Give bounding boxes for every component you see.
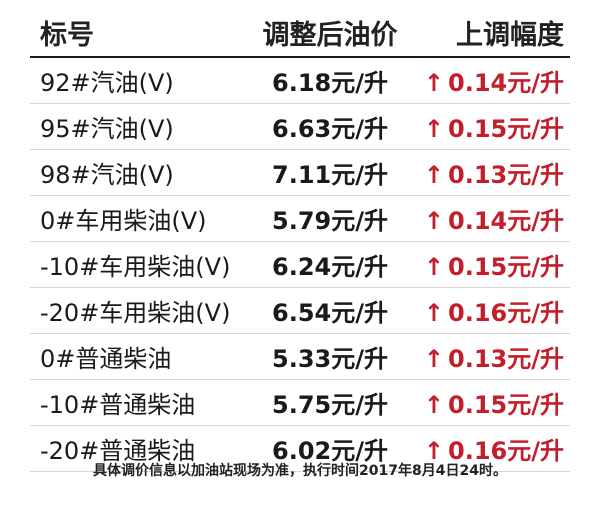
price-increase: ↑ 0.14元/升 xyxy=(420,63,570,98)
price-increase: ↑ 0.14元/升 xyxy=(420,201,570,236)
header-grade: 标号 xyxy=(40,20,94,51)
fuel-grade: 92#汽油(V) xyxy=(40,69,174,97)
increase-value: 0.15元/升 xyxy=(448,253,564,281)
up-arrow-icon: ↑ xyxy=(423,161,445,189)
fuel-grade: -10#车用柴油(V) xyxy=(40,253,231,281)
increase-value: 0.13元/升 xyxy=(448,161,564,189)
fuel-grade: 98#汽油(V) xyxy=(40,161,174,189)
adjusted-price: 5.75元/升 xyxy=(272,391,388,419)
adjusted-price: 7.11元/升 xyxy=(272,161,388,189)
up-arrow-icon: ↑ xyxy=(423,207,445,235)
fuel-grade: -20#普通柴油 xyxy=(40,437,196,465)
price-increase: ↑ 0.13元/升 xyxy=(420,339,570,374)
adjusted-price: 6.24元/升 xyxy=(272,253,388,281)
increase-value: 0.13元/升 xyxy=(448,345,564,373)
increase-value: 0.14元/升 xyxy=(448,69,564,97)
up-arrow-icon: ↑ xyxy=(423,391,445,419)
header-increase: 上调幅度 xyxy=(456,20,564,51)
up-arrow-icon: ↑ xyxy=(423,115,445,143)
up-arrow-icon: ↑ xyxy=(423,253,445,281)
table-row: -20#车用柴油(V) 6.54元/升 ↑ 0.16元/升 xyxy=(30,288,570,334)
adjusted-price: 5.33元/升 xyxy=(272,345,388,373)
table-body: 92#汽油(V) 6.18元/升 ↑ 0.14元/升 95#汽油(V) 6.63元/升 ↑ 0… xyxy=(30,58,570,472)
increase-value: 0.14元/升 xyxy=(448,207,564,235)
table-header: 标号 调整后油价 上调幅度 xyxy=(30,12,570,58)
fuel-grade: 0#车用柴油(V) xyxy=(40,207,207,235)
adjusted-price: 6.63元/升 xyxy=(272,115,388,143)
table-row: 0#普通柴油 5.33元/升 ↑ 0.13元/升 xyxy=(30,334,570,380)
up-arrow-icon: ↑ xyxy=(423,345,445,373)
adjusted-price: 6.54元/升 xyxy=(272,299,388,327)
footnote: 具体调价信息以加油站现场为准，执行时间2017年8月4日24时。 xyxy=(93,463,507,479)
up-arrow-icon: ↑ xyxy=(423,69,445,97)
table-row: -10#普通柴油 5.75元/升 ↑ 0.15元/升 xyxy=(30,380,570,426)
up-arrow-icon: ↑ xyxy=(423,437,445,465)
header-adjusted-price: 调整后油价 xyxy=(262,20,398,51)
fuel-grade: 95#汽油(V) xyxy=(40,115,174,143)
table-row: 98#汽油(V) 7.11元/升 ↑ 0.13元/升 xyxy=(30,150,570,196)
up-arrow-icon: ↑ xyxy=(423,299,445,327)
price-increase: ↑ 0.16元/升 xyxy=(420,293,570,328)
adjusted-price: 6.18元/升 xyxy=(272,69,388,97)
increase-value: 0.15元/升 xyxy=(448,391,564,419)
price-increase: ↑ 0.15元/升 xyxy=(420,109,570,144)
increase-value: 0.15元/升 xyxy=(448,115,564,143)
price-increase: ↑ 0.15元/升 xyxy=(420,385,570,420)
table-row: -10#车用柴油(V) 6.24元/升 ↑ 0.15元/升 xyxy=(30,242,570,288)
increase-value: 0.16元/升 xyxy=(448,437,564,465)
increase-value: 0.16元/升 xyxy=(448,299,564,327)
table-row: -20#普通柴油 6.02元/升 ↑ 0.16元/升 xyxy=(30,426,570,472)
price-increase: ↑ 0.16元/升 xyxy=(420,431,570,466)
table-row: 0#车用柴油(V) 5.79元/升 ↑ 0.14元/升 xyxy=(30,196,570,242)
price-increase: ↑ 0.15元/升 xyxy=(420,247,570,282)
table-row: 95#汽油(V) 6.63元/升 ↑ 0.15元/升 xyxy=(30,104,570,150)
price-increase: ↑ 0.13元/升 xyxy=(420,155,570,190)
fuel-grade: -20#车用柴油(V) xyxy=(40,299,231,327)
fuel-grade: -10#普通柴油 xyxy=(40,391,196,419)
adjusted-price: 6.02元/升 xyxy=(272,437,388,465)
adjusted-price: 5.79元/升 xyxy=(272,207,388,235)
fuel-grade: 0#普通柴油 xyxy=(40,345,172,373)
table-row: 92#汽油(V) 6.18元/升 ↑ 0.14元/升 xyxy=(30,58,570,104)
fuel-price-table: 标号 调整后油价 上调幅度 92#汽油(V) 6.18元/升 ↑ 0.14元/升 95#… xyxy=(30,12,570,472)
